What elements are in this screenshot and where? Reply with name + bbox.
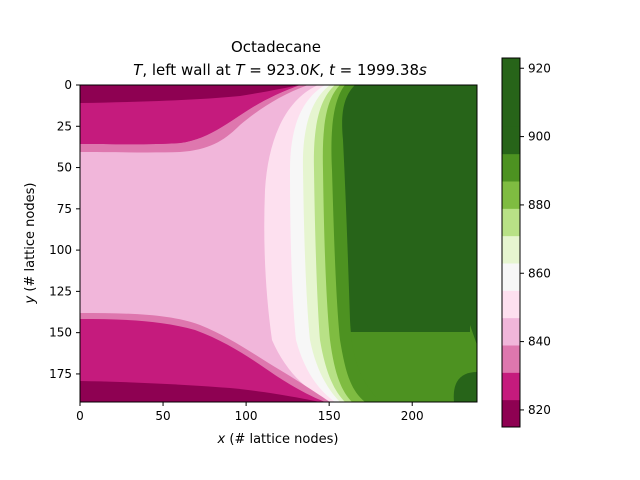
plot-area: 0 50 100 150 200 0 25 50 75 100 125 150 175 <box>49 78 478 423</box>
plot-frame <box>79 84 478 403</box>
y-tick-label: 175 <box>49 367 72 381</box>
colorbar-tick-label: 860 <box>528 266 551 280</box>
colorbar-segment <box>502 126 520 155</box>
y-tick-label: 25 <box>57 119 72 133</box>
colorbar-segment <box>502 153 520 182</box>
band-8e0152-bottom <box>80 381 320 402</box>
band-8e0152-top <box>80 85 300 103</box>
y-tick-label: 100 <box>49 243 72 257</box>
colorbar-segment <box>502 208 520 237</box>
chart-title: Octadecane T, left wall at T = 923.0K, t… <box>133 38 427 79</box>
band-c51b7d-edge <box>80 85 325 402</box>
y-tick-label: 75 <box>57 202 72 216</box>
x-axis-label: x (# lattice nodes) <box>217 432 339 447</box>
x-axis: 0 50 100 150 200 <box>76 402 424 423</box>
colorbar-segment <box>502 99 520 127</box>
colorbar-tick-label: 880 <box>528 198 551 212</box>
x-tick-label: 50 <box>155 409 170 423</box>
y-tick-label: 150 <box>49 326 72 340</box>
y-tick-label: 125 <box>49 284 72 298</box>
colorbar-segment <box>502 181 520 209</box>
colorbar-tick-label: 840 <box>528 335 551 349</box>
x-tick-label: 150 <box>318 409 341 423</box>
colorbar-tick-label: 820 <box>528 403 551 417</box>
x-tick-label: 100 <box>235 409 258 423</box>
x-tick-label: 0 <box>76 409 84 423</box>
y-tick-label: 0 <box>64 78 72 92</box>
y-axis: 0 25 50 75 100 125 150 175 <box>49 78 80 381</box>
y-axis-label: y (# lattice nodes) <box>23 183 38 305</box>
x-tick-label: 200 <box>401 409 424 423</box>
y-tick-label: 50 <box>57 161 72 175</box>
colorbar-segment <box>502 235 520 264</box>
colorbar-segment <box>502 345 520 373</box>
title-line2: T, left wall at T = 923.0K, t = 1999.38s <box>133 61 427 79</box>
band-c51b7d-upper <box>80 85 300 145</box>
colorbar-frame <box>501 57 521 428</box>
region-green-lower <box>330 325 477 402</box>
colorbar-segment <box>502 290 520 319</box>
colorbar: 820 840 860 880 900 920 <box>501 57 551 428</box>
colorbar-tick-label: 900 <box>528 130 551 144</box>
colorbar-tick-label: 920 <box>528 61 551 75</box>
colorbar-segment <box>502 372 520 401</box>
region-hot-corner <box>453 372 477 402</box>
colorbar-segment <box>502 263 520 291</box>
colorbar-segment <box>502 399 520 428</box>
colorbar-segment <box>502 58 520 100</box>
title-line1: Octadecane <box>231 38 321 56</box>
colorbar-segment <box>502 317 520 346</box>
temperature-field <box>80 85 477 402</box>
